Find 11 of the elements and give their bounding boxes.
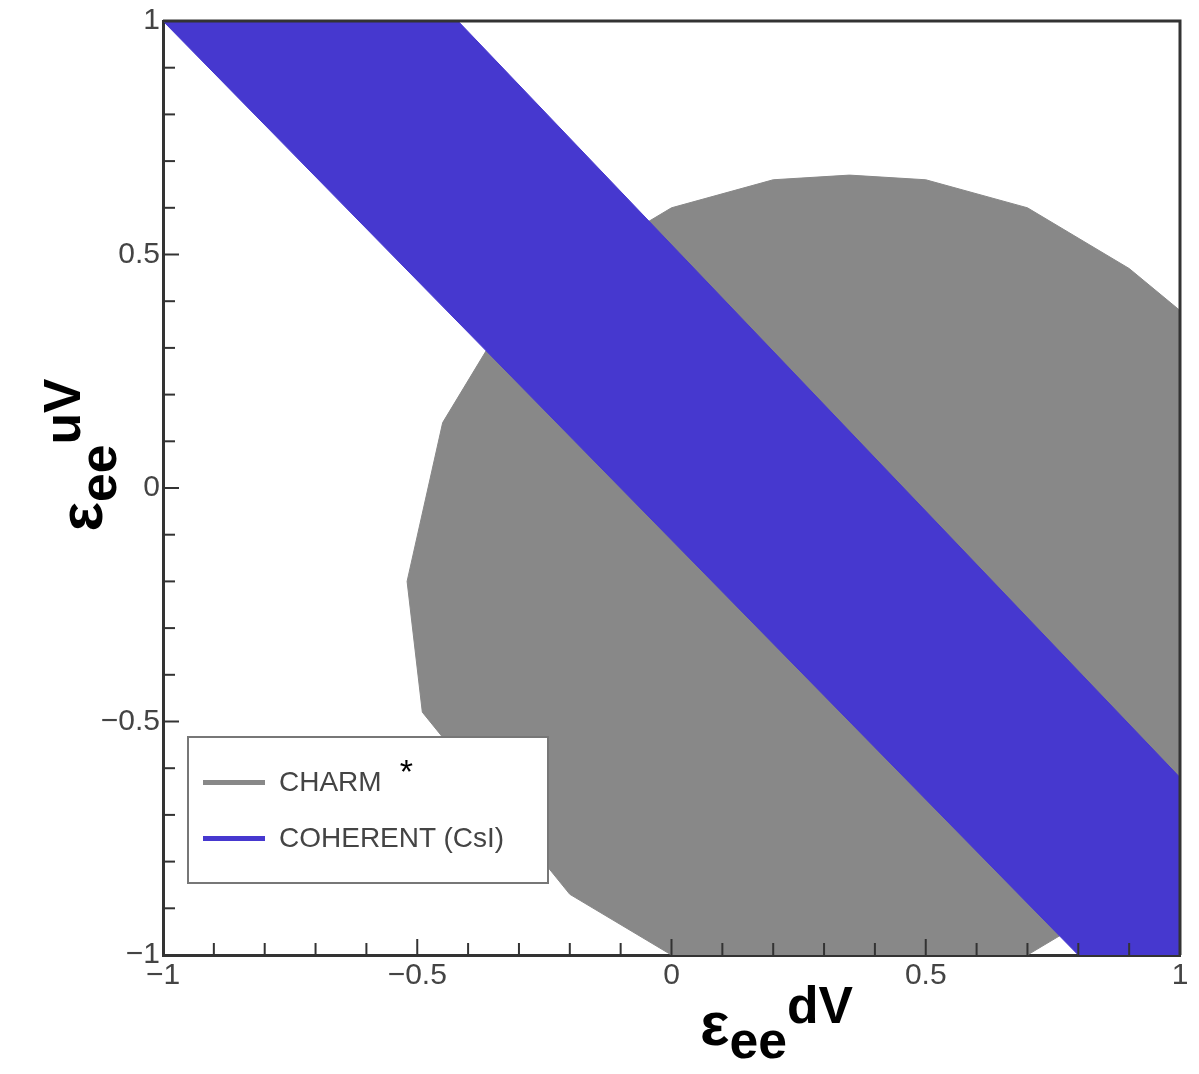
x-tick-label: 1 [1171, 957, 1189, 991]
y-tick-label: 0 [143, 469, 160, 503]
x-tick-label: 0.5 [904, 957, 947, 991]
annotation: * [399, 751, 413, 791]
legend-label: COHERENT (CsI) [279, 822, 505, 854]
y-tick-label: 1 [143, 2, 160, 36]
x-tick-label: 0 [663, 957, 680, 991]
y-tick-label: −0.5 [100, 702, 160, 736]
x-tick-label: −0.5 [387, 957, 447, 991]
legend-label: CHARM [279, 766, 382, 798]
y-tick-label: 0.5 [118, 235, 160, 269]
